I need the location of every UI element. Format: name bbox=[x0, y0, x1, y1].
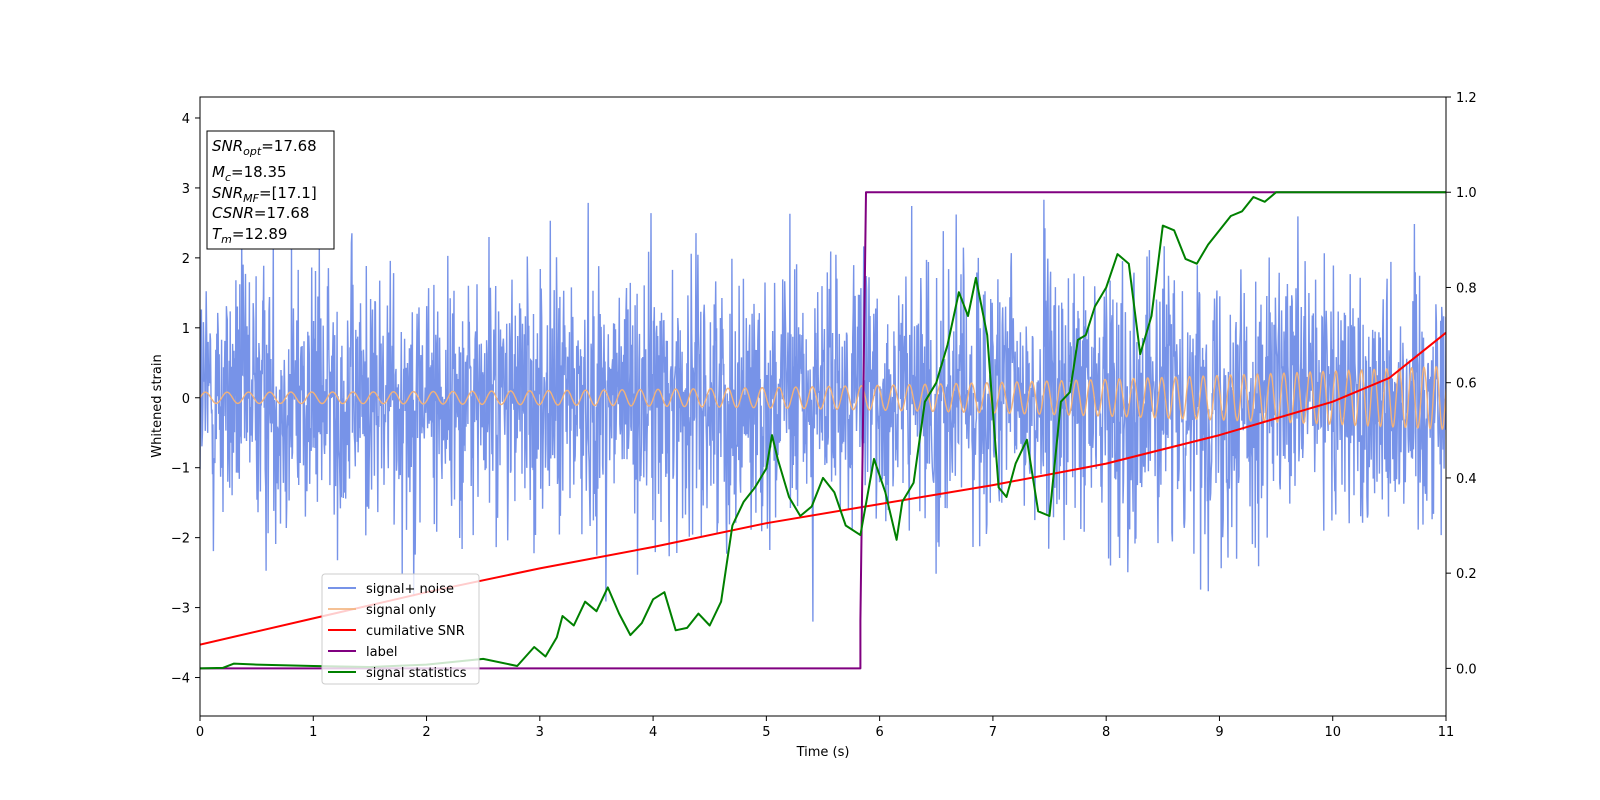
legend-items: signal+ noise signal only cumilative SNR la… bbox=[328, 582, 467, 681]
info-snr-mf-base: SNR bbox=[212, 184, 243, 202]
left-y-tick-label: −1 bbox=[171, 462, 190, 477]
x-tick-label: 2 bbox=[422, 725, 430, 740]
info-tm-value: =12.89 bbox=[232, 225, 288, 243]
legend-label: signal+ noise bbox=[366, 582, 454, 597]
info-csnr-base: CSNR bbox=[212, 204, 254, 222]
x-tick-label: 3 bbox=[536, 725, 544, 740]
info-mc: Mc=18.35 bbox=[212, 163, 287, 184]
info-snr-mf: SNRMF=[17.1] bbox=[212, 184, 317, 205]
legend-label: signal statistics bbox=[366, 666, 467, 681]
x-tick-label: 6 bbox=[875, 725, 883, 740]
info-box-frame bbox=[206, 130, 335, 250]
x-tick-label: 8 bbox=[1102, 725, 1110, 740]
left-y-tick-label: −4 bbox=[171, 672, 190, 687]
info-tm-base: T bbox=[212, 225, 223, 243]
x-tick-label: 10 bbox=[1324, 725, 1341, 740]
right-y-tick-label: 1.0 bbox=[1456, 186, 1477, 201]
left-y-tick-label: −3 bbox=[171, 602, 190, 617]
left-y-tick-label: 1 bbox=[182, 322, 190, 337]
x-tick-label: 4 bbox=[649, 725, 657, 740]
x-tick-label: 7 bbox=[989, 725, 997, 740]
info-mc-base: M bbox=[212, 163, 225, 181]
legend-label: cumilative SNR bbox=[366, 624, 465, 639]
left-y-tick-label: 4 bbox=[182, 112, 190, 127]
info-mc-sub: c bbox=[225, 171, 231, 184]
legend: signal+ noise signal only cumilative SNR la… bbox=[321, 573, 480, 685]
series-signal-noise bbox=[200, 199, 1446, 622]
info-snr-opt-sub: opt bbox=[243, 145, 262, 158]
x-tick-label: 0 bbox=[196, 725, 204, 740]
x-tick-label: 11 bbox=[1438, 725, 1455, 740]
series-signal-statistics bbox=[200, 191, 1446, 670]
left-y-tick-label: −2 bbox=[171, 532, 190, 547]
left-y-tick-label: 0 bbox=[182, 392, 190, 407]
info-snr-opt-value: =17.68 bbox=[261, 137, 317, 155]
left-y-tick-label: 2 bbox=[182, 252, 190, 267]
legend-frame bbox=[321, 573, 480, 685]
x-axis-label: Time (s) bbox=[796, 745, 850, 760]
x-tick-label: 1 bbox=[309, 725, 317, 740]
legend-label: signal only bbox=[366, 603, 436, 618]
series-signal-only bbox=[200, 365, 1446, 430]
right-y-tick-label: 0.8 bbox=[1456, 281, 1477, 296]
y-axis-label: Whitened strain bbox=[150, 354, 165, 457]
legend-label: label bbox=[366, 645, 397, 660]
info-csnr-value: =17.68 bbox=[254, 204, 310, 222]
x-axis-ticks: 0 1 2 3 4 5 6 7 8 9 10 11 bbox=[196, 716, 1454, 740]
x-tick-label: 5 bbox=[762, 725, 770, 740]
info-csnr: CSNR=17.68 bbox=[212, 204, 309, 222]
info-tm: Tm=12.89 bbox=[212, 225, 287, 246]
right-y-tick-label: 0.2 bbox=[1456, 567, 1477, 582]
info-snr-opt-base: SNR bbox=[212, 137, 243, 155]
right-y-tick-label: 0.6 bbox=[1456, 377, 1477, 392]
info-snr-mf-sub: MF bbox=[243, 192, 259, 205]
left-y-tick-label: 3 bbox=[182, 182, 190, 197]
series-label bbox=[200, 191, 1446, 670]
left-y-axis-ticks: −4 −3 −2 −1 0 1 2 3 4 bbox=[171, 112, 200, 687]
right-y-tick-label: 0.4 bbox=[1456, 472, 1477, 487]
info-tm-sub: m bbox=[221, 233, 232, 246]
plot-frame bbox=[199, 96, 1447, 717]
right-y-axis-ticks: 0.0 0.2 0.4 0.6 0.8 1.0 1.2 bbox=[1446, 91, 1477, 677]
right-y-tick-label: 1.2 bbox=[1456, 91, 1477, 106]
info-box: SNRopt=17.68 Mc=18.35 SNRMF=[17.1] CSNR=… bbox=[206, 130, 335, 250]
info-mc-value: =18.35 bbox=[231, 163, 287, 181]
info-snr-mf-value: =[17.1] bbox=[259, 184, 317, 202]
x-tick-label: 9 bbox=[1215, 725, 1223, 740]
info-snr-opt: SNRopt=17.68 bbox=[212, 137, 317, 158]
right-y-tick-label: 0.0 bbox=[1456, 662, 1477, 677]
